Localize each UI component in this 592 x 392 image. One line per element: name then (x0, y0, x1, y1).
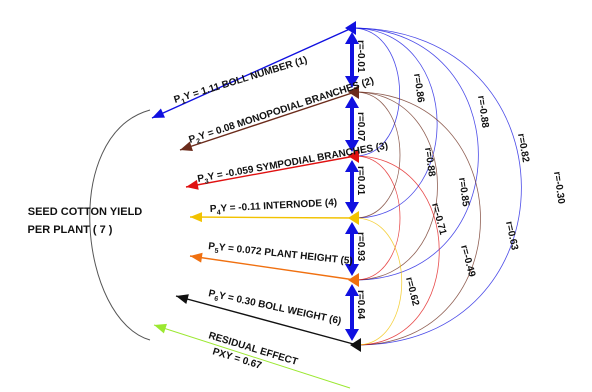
correlation-arcs (351, 27, 522, 346)
correlation-arc-2-6 (354, 91, 481, 346)
arc-r-4-6: r=0.62 (403, 276, 421, 307)
adjacent-arrow-4-5 (345, 222, 359, 276)
adjacent-r-4-5: r=0.93 (355, 232, 366, 262)
path-line-6 (175, 294, 361, 352)
path-line-2 (179, 85, 359, 151)
path-line-4 (189, 211, 359, 225)
yield-title-line-1: SEED COTTON YIELD (28, 206, 143, 218)
adjacent-r-5-6: r=0.64 (355, 290, 366, 320)
arc-r-2-4: r=0.88 (422, 147, 437, 178)
adjacent-arrow-3-4 (345, 160, 359, 214)
arc-r-1-5: r=0.82 (515, 133, 531, 164)
correlation-arc-1-3 (351, 27, 401, 157)
path-label-1: P1Y = 1.11 BOLL NUMBER (1) (173, 55, 310, 108)
adjacent-arrow-1-2 (345, 32, 359, 88)
arc-r-1-6: r=-0.30 (551, 171, 566, 205)
correlation-arc-4-6 (354, 217, 403, 346)
yield-title-line-2: PER PLANT ( 7 ) (28, 224, 113, 236)
correlation-arc-1-6 (351, 27, 522, 346)
adjacent-r-2-3: r=0.07 (355, 112, 366, 142)
path-line-1 (151, 21, 356, 119)
arc-r-3-5: r=-0.71 (429, 202, 448, 237)
adjacent-r-1-2: r=-0.01 (355, 40, 366, 73)
arc-r-1-4: r=-0.88 (475, 95, 490, 129)
arc-r-1-3: r=0.86 (411, 73, 426, 104)
adjacent-r-3-4: r=0.01 (355, 166, 366, 196)
correlation-arc-3-6 (354, 155, 440, 346)
path-lines (151, 21, 361, 389)
adjacent-correlation-arrows (345, 32, 359, 341)
yield-bracket-curve (89, 109, 151, 341)
correlation-arc-3-5 (354, 155, 401, 281)
path-label-4: P4Y = -0.11 INTERNODE (4) (210, 197, 338, 217)
arc-r-2-5: r=0.85 (456, 177, 471, 208)
correlation-arc-1-4 (351, 27, 438, 219)
path-line-5 (189, 252, 359, 287)
adjacent-arrow-2-3 (345, 96, 359, 152)
residual-path-line (153, 323, 351, 389)
path-line-3 (185, 149, 359, 190)
arc-r-3-6: r=-0.49 (458, 244, 477, 279)
path-label-5: P5Y = 0.072 PLANT HEIGHT (5) (207, 241, 353, 269)
adjacent-arrow-5-6 (345, 284, 359, 341)
correlation-arc-2-5 (354, 91, 438, 281)
correlation-arc-2-4 (354, 91, 401, 219)
